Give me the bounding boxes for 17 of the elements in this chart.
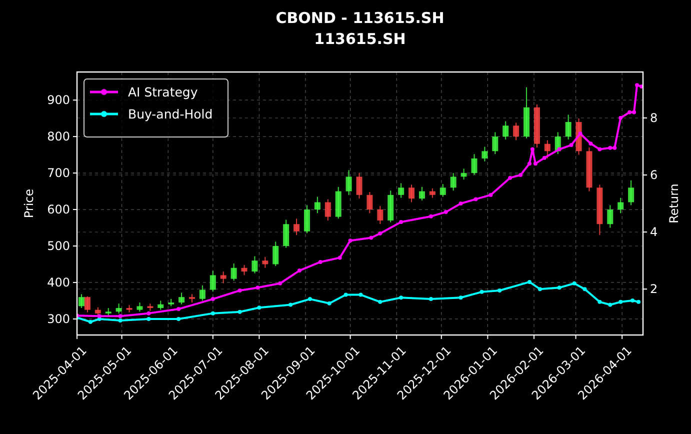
y-tick-label: 800 [47, 130, 70, 144]
y-tick-label: 700 [47, 166, 70, 180]
y2-tick-label: 2 [650, 282, 658, 296]
chart-subtitle: 113615.SH [314, 30, 406, 48]
legend-label: AI Strategy [128, 84, 198, 100]
y-tick-label: 600 [47, 202, 70, 217]
y-tick-label: 300 [47, 312, 70, 326]
y-tick-label: 400 [47, 275, 70, 290]
y-tick-label: 500 [47, 238, 70, 253]
y2-tick-label: 4 [650, 225, 658, 240]
chart-title: CBOND - 113615.SH [276, 9, 444, 27]
y-axis-title: Price [22, 188, 36, 218]
y2-tick-label: 6 [650, 168, 658, 182]
y2-axis-title: Return [667, 184, 681, 224]
legend-label: Buy-and-Hold [128, 106, 213, 122]
y-tick-label: 900 [47, 93, 70, 108]
y2-tick-label: 8 [650, 110, 658, 125]
